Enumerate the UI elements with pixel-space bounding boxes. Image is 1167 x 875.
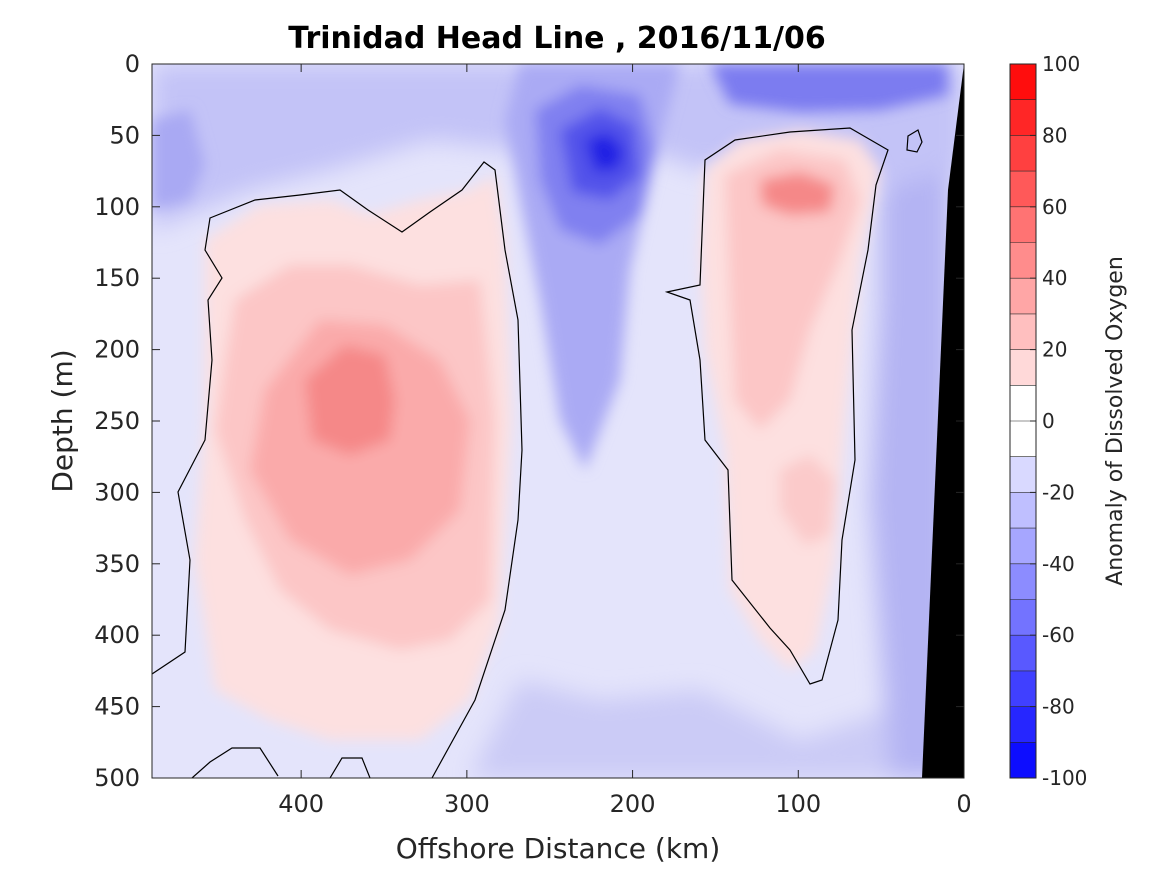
y-tick-label: 100 <box>94 193 140 221</box>
y-tick-label: 50 <box>109 121 140 149</box>
colorbar-segment <box>1010 349 1036 386</box>
colorbar: 100 80 60 40 20 0 -20 -40 -60 -80 -100 <box>1009 52 1087 790</box>
colorbar-tick-label: 20 <box>1042 338 1067 362</box>
colorbar-segment <box>1010 706 1036 743</box>
negative-offshore-patch <box>152 110 205 210</box>
y-tick-label: 350 <box>94 550 140 578</box>
zero-contour-small-loop <box>906 129 923 153</box>
y-tick-label: 200 <box>94 336 140 364</box>
zero-contours <box>152 127 923 778</box>
x-axis-ticks: 400 300 200 100 0 <box>278 64 972 818</box>
colorbar-segment <box>1010 456 1036 493</box>
colorbar-label: Anomaly of Dissolved Oxygen <box>1103 256 1128 586</box>
y-axis-ticks: 0 50 100 150 200 250 300 350 400 450 500 <box>94 50 964 792</box>
zero-contour-bottom-mid <box>329 757 371 778</box>
land-mask <box>922 64 964 778</box>
zero-contour-offshore <box>152 161 523 778</box>
field-lower-negative-band <box>470 680 920 778</box>
x-axis-label: Offshore Distance (km) <box>396 832 721 865</box>
colorbar-segment <box>1010 742 1036 778</box>
x-tick-label: 0 <box>956 790 971 818</box>
colorbar-tick-label: -40 <box>1042 552 1075 576</box>
x-tick-label: 300 <box>444 790 490 818</box>
colorbar-tick-label: 80 <box>1042 123 1067 147</box>
positive-core-nearshore-peak <box>760 172 835 215</box>
positive-core-offshore-peak <box>305 345 395 455</box>
zero-contour-bottom-left <box>191 747 279 778</box>
y-tick-label: 0 <box>125 50 140 78</box>
y-tick-label: 250 <box>94 407 140 435</box>
colorbar-tick-label: -20 <box>1042 480 1075 504</box>
colorbar-segment <box>1010 99 1036 136</box>
colorbar-segment <box>1010 135 1036 172</box>
colorbar-segment <box>1010 563 1036 600</box>
y-tick-label: 400 <box>94 621 140 649</box>
colorbar-tick-label: 40 <box>1042 266 1067 290</box>
field-layer-cores <box>152 64 948 740</box>
colorbar-segment <box>1010 64 1036 100</box>
colorbar-tick-label: 0 <box>1042 409 1055 433</box>
colorbar-segment <box>1010 313 1036 350</box>
colorbar-segment <box>1010 171 1036 207</box>
colorbar-tick-label: 100 <box>1042 52 1080 76</box>
colorbar-segment <box>1010 278 1036 314</box>
negative-surface-patch <box>710 64 948 112</box>
chart-title: Trinidad Head Line , 2016/11/06 <box>288 21 825 56</box>
x-tick-label: 200 <box>610 790 656 818</box>
colorbar-segment <box>1010 528 1036 564</box>
colorbar-segment <box>1010 670 1036 707</box>
y-tick-label: 150 <box>94 264 140 292</box>
positive-core-nearshore-lower <box>780 455 835 545</box>
y-tick-label: 500 <box>94 764 140 792</box>
colorbar-segment <box>1010 421 1036 457</box>
y-axis-label: Depth (m) <box>46 349 79 492</box>
colorbar-segment <box>1010 635 1036 671</box>
colorbar-segment <box>1010 385 1036 421</box>
y-tick-label: 300 <box>94 478 140 506</box>
x-tick-label: 100 <box>775 790 821 818</box>
negative-core-peak <box>585 132 625 172</box>
colorbar-tick-label: -80 <box>1042 695 1075 719</box>
positive-core-nearshore-mid <box>725 150 860 430</box>
colorbar-segment <box>1010 206 1036 243</box>
colorbar-tick-label: -60 <box>1042 623 1075 647</box>
colorbar-segment <box>1010 599 1036 636</box>
colorbar-segment <box>1010 242 1036 279</box>
x-tick-label: 400 <box>278 790 324 818</box>
zero-contour-nearshore <box>664 127 889 685</box>
colorbar-segment <box>1010 492 1036 529</box>
colorbar-tick-label: -100 <box>1042 766 1087 790</box>
y-tick-label: 450 <box>94 693 140 721</box>
colorbar-tick-label: 60 <box>1042 195 1067 219</box>
anomaly-field <box>152 64 964 778</box>
